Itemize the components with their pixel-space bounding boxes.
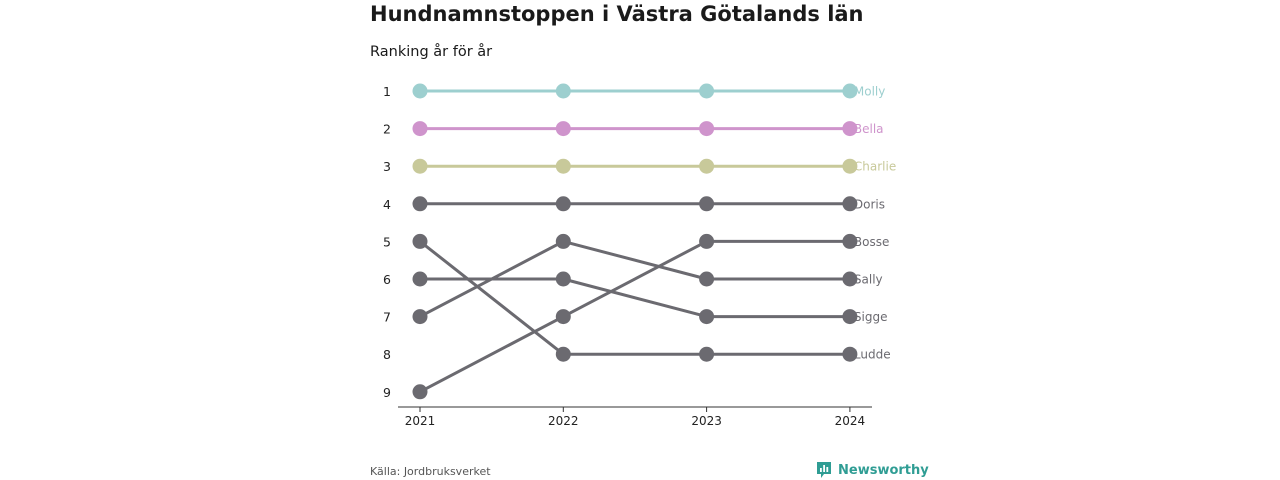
point-bella xyxy=(699,121,715,137)
source-note: Källa: Jordbruksverket xyxy=(370,465,491,478)
series-label-molly: Molly xyxy=(854,85,885,99)
point-sally xyxy=(555,233,571,249)
point-ludde xyxy=(842,346,858,362)
point-bosse xyxy=(412,384,428,400)
x-tick-label: 2022 xyxy=(548,414,579,428)
y-tick-label: 2 xyxy=(383,122,391,137)
point-bosse xyxy=(842,233,858,249)
point-ludde xyxy=(699,346,715,362)
point-sigge xyxy=(842,309,858,325)
x-axis: 2021 2022 2023 2024 xyxy=(405,407,865,428)
point-sally xyxy=(699,271,715,287)
y-tick-label: 5 xyxy=(383,234,391,249)
series-end-labels: Doris Bosse Sally Sigge Ludde Molly Bella Charl… xyxy=(854,85,896,362)
point-bella xyxy=(412,121,428,137)
point-molly xyxy=(412,83,428,99)
point-doris xyxy=(842,196,858,212)
series-label-charlie: Charlie xyxy=(854,160,896,174)
point-sally xyxy=(412,309,428,325)
series-label-sally: Sally xyxy=(854,273,883,287)
point-bella xyxy=(842,121,858,137)
y-tick-label: 7 xyxy=(383,310,391,325)
point-doris xyxy=(412,196,428,212)
brand-logo[interactable]: Newsworthy xyxy=(816,461,929,479)
series-label-ludde: Ludde xyxy=(854,348,891,362)
point-doris xyxy=(555,196,571,212)
point-sigge xyxy=(699,309,715,325)
point-bosse xyxy=(555,309,571,325)
series-line-bosse xyxy=(419,239,850,394)
x-tick-label: 2021 xyxy=(405,414,436,428)
point-ludde xyxy=(412,233,428,249)
point-charlie xyxy=(699,158,715,174)
series-label-bosse: Bosse xyxy=(854,235,889,249)
series-markers xyxy=(412,83,858,400)
series-line-ludde xyxy=(419,240,850,356)
point-bella xyxy=(555,121,571,137)
series-label-sigge: Sigge xyxy=(854,310,888,324)
x-tick-label: 2024 xyxy=(835,414,866,428)
point-bosse xyxy=(699,233,715,249)
point-sally xyxy=(842,271,858,287)
point-sigge xyxy=(412,271,428,287)
y-tick-label: 6 xyxy=(383,272,391,287)
point-sigge xyxy=(555,271,571,287)
point-molly xyxy=(555,83,571,99)
point-charlie xyxy=(412,158,428,174)
point-molly xyxy=(842,83,858,99)
newsworthy-logo-icon xyxy=(817,462,831,478)
point-molly xyxy=(699,83,715,99)
x-tick-label: 2023 xyxy=(691,414,722,428)
y-tick-label: 3 xyxy=(383,159,391,174)
y-tick-label: 9 xyxy=(383,385,391,400)
series-label-doris: Doris xyxy=(854,197,885,211)
brand-name: Newsworthy xyxy=(838,462,929,478)
y-axis: 1 2 3 4 5 6 7 8 9 xyxy=(383,84,391,400)
series-label-bella: Bella xyxy=(854,122,884,136)
chart-title: Hundnamnstoppen i Västra Götalands län xyxy=(370,2,864,26)
y-tick-label: 4 xyxy=(383,197,391,212)
series-lines xyxy=(419,89,850,394)
series-line-sigge xyxy=(420,277,850,319)
point-ludde xyxy=(555,346,571,362)
y-tick-label: 8 xyxy=(383,347,391,362)
point-charlie xyxy=(842,158,858,174)
point-doris xyxy=(699,196,715,212)
point-charlie xyxy=(555,158,571,174)
chart-subtitle: Ranking år för år xyxy=(370,44,493,60)
y-tick-label: 1 xyxy=(383,84,391,99)
